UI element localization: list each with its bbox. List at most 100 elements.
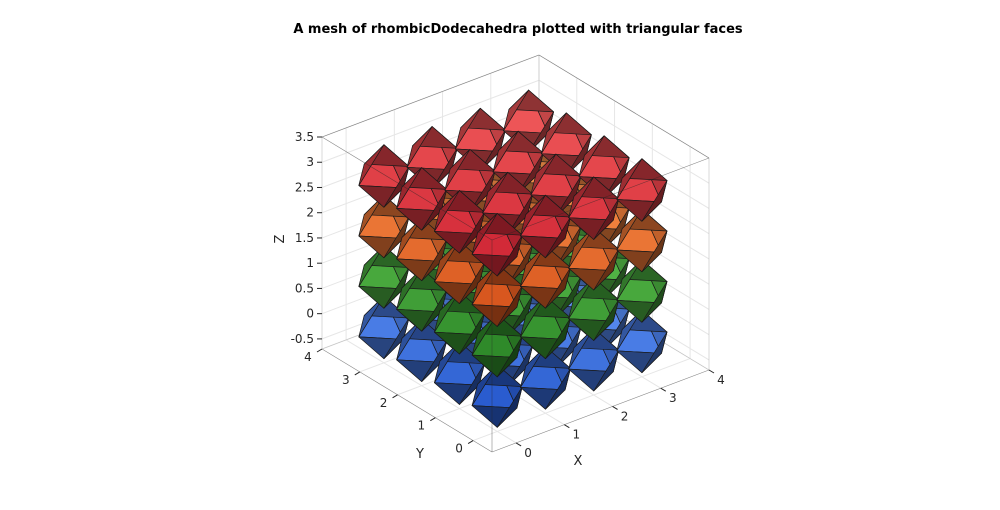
polyhedron-face: [396, 318, 423, 361]
x-tick-mark: [660, 387, 667, 392]
z-tick-label: 1.5: [295, 231, 314, 245]
polyhedron-face: [641, 180, 668, 222]
polyhedron-face: [471, 213, 498, 255]
polyhedron: [471, 364, 523, 428]
polyhedron-face: [421, 290, 448, 332]
polyhedron-face: [555, 225, 582, 268]
polyhedron-face: [568, 277, 595, 320]
x-tick-mark: [708, 369, 715, 374]
polyhedron-face: [459, 363, 485, 405]
y-tick-label: 2: [380, 396, 388, 410]
polyhedron-face: [383, 317, 410, 360]
polyhedron: [396, 167, 448, 231]
polyhedron: [358, 194, 410, 259]
box-edge: [491, 157, 710, 241]
polyhedron-face: [593, 198, 620, 240]
polyhedron-face: [641, 331, 668, 374]
polyhedron: [444, 149, 496, 213]
y-tick-label: 4: [304, 350, 312, 364]
tick-labels: -0.5 0 0.5 1 1.5 2 2.5 3 3.5 0 1 2 3 4 0 1 2 3 4: [291, 130, 725, 460]
z-tick-label: 2.5: [295, 180, 314, 194]
polyhedron-face: [482, 171, 509, 214]
polyhedron-face: [503, 89, 529, 132]
polyhedron-face: [568, 176, 595, 219]
x-tick-label: 0: [524, 446, 532, 460]
polyhedron-face: [555, 175, 582, 217]
z-tick-label: 0: [306, 307, 314, 321]
box-edge: [321, 54, 540, 138]
polyhedron-face: [593, 299, 620, 341]
z-tick-label: 3: [306, 155, 314, 169]
x-tick-label: 4: [717, 373, 725, 387]
polyhedron-face: [593, 248, 620, 291]
polyhedron-face: [421, 340, 448, 382]
polyhedron-face: [358, 295, 385, 338]
polyhedron: [616, 158, 668, 222]
polyhedra-mesh: [358, 89, 668, 428]
polyhedron: [434, 190, 485, 254]
x-tick-label: 1: [573, 428, 581, 442]
box-edge: [491, 369, 710, 453]
z-tick-label: 0.5: [295, 281, 314, 295]
y-tick-mark: [430, 417, 436, 422]
polyhedron-face: [496, 386, 523, 428]
polyhedron: [434, 240, 485, 304]
polyhedron: [568, 176, 620, 240]
polyhedron-face: [444, 149, 471, 191]
polyhedron-face: [616, 208, 643, 251]
polyhedron: [434, 341, 485, 405]
polyhedron-face: [540, 112, 567, 155]
z-tick-label: 1: [306, 256, 314, 270]
polyhedron-face: [545, 317, 571, 360]
z-tick-label: -0.5: [291, 332, 314, 346]
polyhedron-face: [603, 258, 630, 300]
polyhedron-face: [431, 147, 458, 190]
polyhedron-face: [421, 239, 448, 282]
polyhedron-face: [616, 158, 643, 200]
grid-line: [538, 79, 710, 184]
polyhedron: [396, 268, 448, 332]
polyhedron-face: [507, 193, 534, 236]
polyhedron: [358, 245, 410, 309]
polyhedron-face: [578, 135, 605, 177]
polyhedron-face: [471, 263, 498, 305]
polyhedron: [434, 291, 485, 355]
polyhedron-face: [469, 170, 496, 213]
polyhedron-face: [471, 313, 498, 356]
x-tick-mark: [564, 424, 570, 429]
polyhedron: [520, 194, 571, 259]
polyhedron-face: [517, 152, 544, 195]
polyhedron-face: [555, 276, 582, 318]
polyhedron-face: [396, 268, 423, 310]
polyhedron-face: [568, 328, 595, 370]
polyhedron-face: [616, 259, 643, 301]
polyhedron-face: [434, 291, 460, 333]
polyhedron-face: [545, 216, 571, 259]
polyhedron-face: [496, 335, 523, 378]
polyhedron: [568, 227, 620, 291]
polyhedron-face: [565, 134, 592, 176]
polyhedron-face: [358, 194, 385, 237]
polyhedron-face: [479, 129, 506, 172]
polyhedron: [471, 263, 523, 327]
polyhedron-face: [406, 126, 433, 168]
grid-line: [345, 339, 517, 444]
x-tick-mark: [612, 406, 618, 410]
polyhedron-face: [507, 345, 534, 387]
polyhedron-face: [568, 227, 595, 269]
polyhedron-face: [530, 153, 557, 196]
polyhedron: [396, 217, 448, 282]
z-tick-label: 3.5: [295, 130, 314, 144]
polyhedron-face: [507, 244, 534, 286]
polyhedron-face: [641, 230, 668, 273]
polyhedron-face: [454, 107, 481, 150]
polyhedron-face: [383, 166, 410, 208]
polyhedron-face: [459, 211, 485, 254]
z-tick-label: 2: [306, 206, 314, 220]
y-tick-label: 3: [342, 373, 350, 387]
y-tick-mark: [354, 371, 361, 376]
polyhedron-face: [459, 262, 485, 304]
y-tick-mark: [316, 348, 323, 353]
polyhedron-face: [434, 240, 460, 283]
polyhedron-face: [421, 189, 448, 231]
